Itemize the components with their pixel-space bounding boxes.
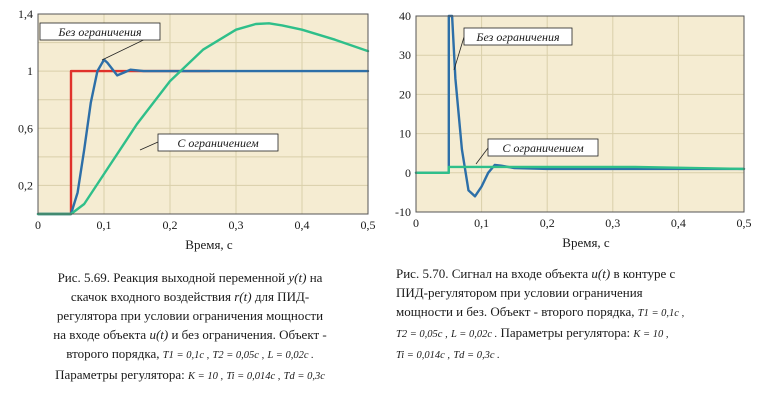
x-tick-label: 0,3 [229,218,244,232]
y-tick-label: 0,2 [18,178,33,192]
y-tick-label: 10 [399,127,411,141]
annotation-1: Без ограничения [453,27,573,71]
x-tick-label: 0,1 [474,216,489,230]
plot-frame [37,13,369,215]
x-tick-label: 0,5 [361,218,376,232]
series-line-2 [414,165,746,175]
x-tick-label: 0,2 [163,218,178,232]
annotation-2: С ограничением [475,138,599,165]
y-tick-label: 0,6 [18,121,33,135]
annotation-text: С ограничением [502,141,584,155]
y-tick-label: 40 [399,9,411,23]
x-tick-label: 0 [413,216,419,230]
x-tick-label: 0,4 [295,218,310,232]
x-axis-label: Время, с [562,235,610,250]
plot-frame [415,15,745,213]
annotation-leader [139,141,159,151]
plot-area [416,16,744,212]
y-tick-label: 20 [399,87,411,101]
y-tick-label: -10 [395,205,411,219]
caption-figure-5-70: Рис. 5.70. Сигнал на входе объекта u(t) … [396,266,685,361]
plot-area [38,14,368,214]
chart-output-response: 0 0,1 0,2 0,3 0,4 0,5 0,2 0,6 1 1,4 Время, с Без ог… [18,7,376,252]
series-line-3 [36,22,370,216]
annotation-text: Без ограничения [57,25,142,39]
y-tick-label: 0 [405,166,411,180]
x-tick-label: 0,5 [737,216,752,230]
x-tick-label: 0,4 [671,216,686,230]
x-tick-label: 0,1 [97,218,112,232]
y-tick-label: 1 [27,64,33,78]
annotation-text: С ограничением [177,136,259,150]
y-tick-label: 1,4 [18,7,33,21]
annotation-box [39,22,161,41]
x-tick-label: 0,2 [540,216,555,230]
x-axis-label: Время, с [185,237,233,252]
x-tick-label: 0 [35,218,41,232]
annotation-box [157,133,279,152]
caption-figure-5-69: Рис. 5.69. Реакция выходной переменной y… [53,270,327,382]
annotation-box [463,27,573,46]
annotation-1: Без ограничения [39,22,161,61]
y-tick-label: 30 [399,48,411,62]
x-tick-label: 0,3 [605,216,620,230]
annotation-2: С ограничением [139,133,279,152]
annotation-text: Без ограничения [475,30,560,44]
annotation-leader [453,36,465,71]
annotation-leader [475,147,489,165]
series-line-2 [36,58,370,216]
annotation-box [487,138,599,157]
